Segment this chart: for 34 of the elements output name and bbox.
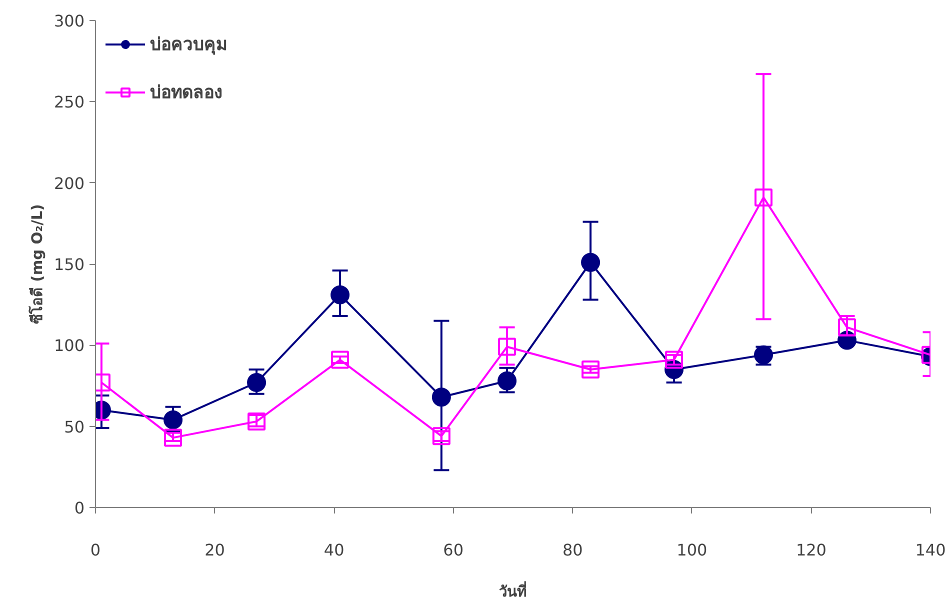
x-tick-label: 100	[676, 540, 708, 560]
y-tick-label: 0	[74, 498, 85, 518]
point	[665, 350, 684, 369]
x-axis-title: วันที่	[499, 580, 527, 600]
legend-label: บ่อควบคุม	[150, 34, 227, 57]
y-tick-label: 50	[64, 417, 84, 436]
x-tick-label: 20	[204, 540, 225, 560]
x-tick-label: 140	[915, 540, 946, 560]
point	[164, 428, 182, 447]
x-tick-label: 80	[562, 540, 583, 560]
y-tick-label: 250	[54, 92, 85, 112]
x-tick-label: 0	[90, 540, 101, 560]
y-axis-title: ซีโอดี (mg O₂/L)	[26, 204, 46, 324]
point	[754, 188, 772, 206]
point	[330, 285, 350, 304]
point	[581, 252, 600, 272]
point	[498, 371, 517, 390]
point	[247, 373, 266, 392]
point	[248, 412, 266, 430]
legend-label: บ่อทดลอง	[150, 82, 222, 105]
point	[498, 338, 516, 356]
y-tick-label: 300	[54, 12, 85, 30]
point	[432, 427, 450, 446]
y-tick-label: 200	[54, 174, 85, 193]
x-tick-label: 60	[443, 540, 464, 560]
y-tick-label: 100	[54, 336, 85, 356]
point	[582, 360, 600, 379]
point	[432, 388, 451, 407]
x-tick-label: 40	[324, 540, 344, 560]
point	[838, 318, 856, 336]
x-tick-label: 120	[796, 540, 826, 560]
point	[331, 350, 350, 369]
point	[164, 410, 183, 430]
y-tick-label: 150	[54, 255, 85, 274]
